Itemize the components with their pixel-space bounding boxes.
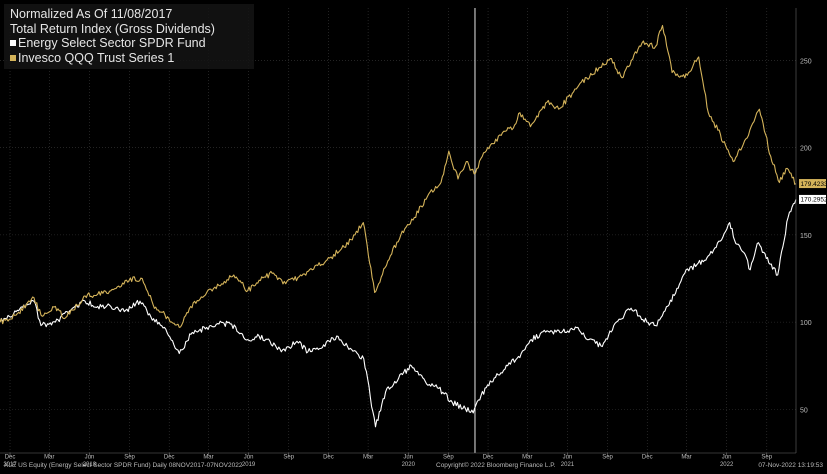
last-value-box — [799, 179, 826, 189]
x-tick-month: Jun — [403, 455, 413, 461]
legend-swatch-energy — [10, 40, 16, 46]
x-tick-year: 2018 — [83, 462, 97, 468]
series-lines — [0, 24, 797, 428]
x-tick-month: Mar — [203, 455, 213, 461]
x-tick-year: 2021 — [561, 462, 575, 468]
x-tick-month: Mar — [522, 455, 532, 461]
x-tick-year: 2020 — [402, 462, 416, 468]
legend-entry-qqq: Invesco QQQ Trust Series 1 — [10, 51, 248, 66]
x-tick-month: Sep — [602, 455, 613, 461]
x-tick-month: Dec — [483, 455, 494, 461]
legend-swatch-qqq — [10, 54, 16, 61]
y-axis: 250 200 150 100 50 — [795, 8, 812, 453]
x-tick-month: Sep — [283, 455, 294, 461]
x-tick-year: 2019 — [242, 462, 256, 468]
x-tick-month: Mar — [363, 455, 373, 461]
last-value-tag-energy: 170.2952 — [799, 194, 827, 204]
grid-lines — [0, 8, 796, 453]
x-tick-month: Dec — [5, 455, 16, 461]
footer-copyright: Copyright© 2022 Bloomberg Finance L.P. — [436, 462, 556, 469]
legend-label-energy: Energy Select Sector SPDR Fund — [18, 36, 206, 50]
x-tick-month: Dec — [323, 455, 334, 461]
x-tick-year: 2022 — [720, 462, 734, 468]
x-tick-year: 2017 — [3, 462, 17, 468]
footer-timestamp: 07-Nov-2022 13:19:53 — [758, 462, 823, 469]
x-tick-month: Mar — [681, 455, 691, 461]
x-tick-month: Sep — [124, 455, 135, 461]
x-tick-month: Jun — [722, 455, 732, 461]
x-tick-month: Jun — [244, 455, 254, 461]
series-line-qqq — [0, 24, 797, 328]
x-tick-month: Dec — [164, 455, 175, 461]
y-tick-label: 100 — [800, 320, 812, 327]
x-tick-month: Jun — [563, 455, 573, 461]
legend-label-qqq: Invesco QQQ Trust Series 1 — [18, 50, 175, 65]
x-tick-month: Mar — [44, 455, 54, 461]
y-tick-label: 250 — [800, 58, 812, 65]
last-value-text: 170.2952 — [801, 197, 827, 204]
last-value-box — [799, 194, 826, 204]
last-value-labels: 170.2952 179.4233 — [799, 179, 827, 204]
footer-source: XLE US Equity (Energy Select Sector SPDR… — [4, 462, 243, 469]
y-tick-label: 150 — [800, 233, 812, 240]
last-value-tag-qqq: 179.4233 — [799, 179, 827, 189]
x-tick-month: Sep — [761, 455, 772, 461]
chart-title: Normalized As Of 11/08/2017 — [10, 7, 173, 21]
y-tick-label: 50 — [800, 407, 808, 414]
x-tick-month: Jun — [85, 455, 95, 461]
x-tick-month: Sep — [443, 455, 454, 461]
chart-legend: Normalized As Of 11/08/2017 Total Return… — [4, 4, 254, 69]
legend-entry-energy: Energy Select Sector SPDR Fund — [10, 36, 248, 51]
chart-subtitle: Total Return Index (Gross Dividends) — [10, 21, 215, 36]
y-tick-label: 200 — [800, 146, 812, 153]
series-line-energy — [0, 199, 797, 428]
x-tick-month: Dec — [642, 455, 653, 461]
last-value-text: 179.4233 — [801, 181, 827, 188]
